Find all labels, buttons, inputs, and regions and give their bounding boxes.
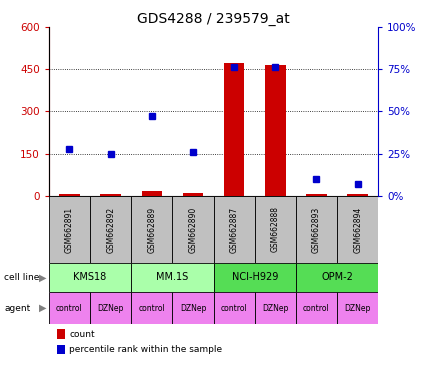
Bar	[173, 292, 213, 324]
Text: control: control	[303, 304, 330, 313]
Bar	[337, 292, 378, 324]
Text: cell line: cell line	[4, 273, 40, 282]
Text: agent: agent	[4, 304, 31, 313]
Bar	[213, 292, 255, 324]
Bar	[296, 292, 337, 324]
Text: GSM662891: GSM662891	[65, 206, 74, 253]
Bar	[255, 196, 296, 263]
Bar	[49, 292, 90, 324]
Bar	[183, 193, 203, 196]
Text: MM.1S: MM.1S	[156, 272, 189, 283]
Bar	[255, 292, 296, 324]
Bar	[213, 196, 255, 263]
Bar	[306, 194, 327, 196]
Text: ▶: ▶	[39, 272, 46, 283]
Text: percentile rank within the sample: percentile rank within the sample	[69, 345, 222, 354]
Text: GSM662892: GSM662892	[106, 206, 115, 253]
Text: control: control	[221, 304, 247, 313]
Bar	[213, 263, 296, 292]
Bar	[100, 194, 121, 196]
Text: GSM662889: GSM662889	[147, 206, 156, 253]
Bar	[296, 263, 378, 292]
Bar	[142, 191, 162, 196]
Bar	[224, 63, 244, 196]
Bar	[337, 196, 378, 263]
Text: DZNep: DZNep	[262, 304, 289, 313]
Text: NCI-H929: NCI-H929	[232, 272, 278, 283]
Text: ▶: ▶	[39, 303, 46, 313]
Bar	[59, 194, 80, 196]
Title: GDS4288 / 239579_at: GDS4288 / 239579_at	[137, 12, 290, 26]
Text: GSM662887: GSM662887	[230, 206, 239, 253]
Text: OPM-2: OPM-2	[321, 272, 353, 283]
Bar	[49, 196, 90, 263]
Text: GSM662894: GSM662894	[353, 206, 362, 253]
Bar	[131, 196, 173, 263]
Text: control: control	[139, 304, 165, 313]
Bar	[131, 292, 173, 324]
Bar	[296, 196, 337, 263]
Text: GSM662890: GSM662890	[188, 206, 198, 253]
Text: DZNep: DZNep	[345, 304, 371, 313]
Bar	[49, 263, 131, 292]
Bar	[265, 65, 286, 196]
Text: GSM662888: GSM662888	[271, 207, 280, 252]
Text: KMS18: KMS18	[74, 272, 107, 283]
Text: DZNep: DZNep	[97, 304, 124, 313]
Text: count: count	[69, 329, 95, 339]
Bar	[131, 263, 213, 292]
Bar	[90, 196, 131, 263]
Text: control: control	[56, 304, 83, 313]
Bar	[347, 194, 368, 196]
Text: DZNep: DZNep	[180, 304, 206, 313]
Bar	[90, 292, 131, 324]
Bar	[173, 196, 213, 263]
Text: GSM662893: GSM662893	[312, 206, 321, 253]
